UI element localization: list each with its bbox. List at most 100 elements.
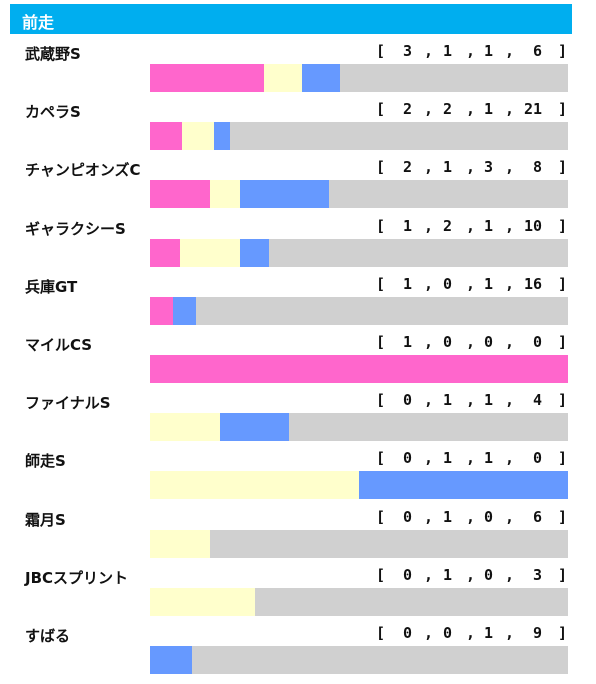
race-row: ギャラクシーS [,,,] 1 2 1 10	[0, 213, 596, 271]
race-name: すばる	[25, 627, 71, 645]
record-value: 1	[483, 100, 493, 119]
record-value: 8	[532, 158, 542, 177]
third-place-segment	[214, 122, 231, 151]
race-name: ギャラクシーS	[25, 219, 126, 238]
record-value: 0	[483, 565, 493, 584]
record-value: 10	[523, 216, 542, 235]
record-punct: ,	[505, 391, 515, 410]
record-punct: [	[376, 274, 386, 293]
record-bar	[150, 413, 568, 442]
record-bar	[150, 646, 568, 674]
record-punct: ,	[424, 624, 434, 642]
record-punct: ,	[466, 391, 476, 410]
record-value: 0	[442, 333, 452, 351]
race-name: 兵庫GT	[25, 277, 78, 296]
race-row: チャンピオンズC [,,,] 2 1 3 8	[0, 154, 596, 212]
record-value: 1	[442, 158, 452, 177]
record-punct: ,	[505, 216, 515, 235]
record-value: 1	[402, 216, 412, 235]
record-punct: [	[376, 565, 386, 584]
record-punct: ,	[424, 391, 434, 410]
record-text: [,,,] 0 1 1 0	[376, 449, 568, 469]
race-name: 師走S	[25, 452, 66, 471]
record-value: 0	[483, 333, 493, 351]
record-punct: ,	[466, 100, 476, 119]
race-row: 師走S [,,,] 0 1 1 0	[0, 445, 596, 503]
first-place-segment	[150, 180, 210, 209]
record-bar	[150, 296, 568, 325]
record-punct: ,	[466, 158, 476, 177]
race-name: JBCスプリント	[25, 568, 129, 587]
first-place-segment	[150, 122, 183, 151]
first-place-segment	[150, 296, 174, 325]
second-place-segment	[150, 529, 210, 558]
second-place-segment	[209, 180, 240, 209]
race-row: 兵庫GT [,,,] 1 0 1 16	[0, 271, 596, 329]
record-value: 0	[532, 449, 542, 468]
record-value: 0	[442, 624, 452, 642]
race-name: チャンピオンズC	[25, 161, 141, 180]
record-value: 1	[483, 42, 493, 60]
record-value: 1	[442, 449, 452, 468]
record-value: 1	[483, 391, 493, 410]
record-value: 0	[442, 274, 452, 293]
record-text: [,,,] 0 1 1 4	[376, 391, 568, 411]
record-punct: ,	[424, 42, 434, 60]
record-bar	[150, 355, 568, 383]
section-title: 前走	[22, 13, 55, 32]
record-punct: ]	[558, 216, 568, 235]
record-bar	[150, 180, 568, 209]
race-name: 霜月S	[25, 510, 66, 529]
record-value: 0	[402, 624, 412, 642]
record-bar	[150, 529, 568, 558]
third-place-segment	[150, 646, 192, 674]
record-value: 2	[442, 216, 452, 235]
first-place-segment	[150, 64, 264, 92]
record-value: 2	[402, 100, 412, 119]
record-value: 3	[483, 158, 493, 177]
record-text: [,,,] 0 1 0 3	[376, 566, 568, 586]
record-punct: ,	[424, 565, 434, 584]
record-value: 2	[442, 100, 452, 119]
record-punct: ,	[466, 449, 476, 468]
record-punct: ,	[424, 274, 434, 293]
record-value: 3	[532, 565, 542, 584]
record-value: 1	[442, 507, 452, 526]
third-place-segment	[239, 180, 330, 209]
race-row: カペラS[,,,] 2 2 1 21	[0, 96, 596, 154]
record-punct: ,	[505, 565, 515, 584]
record-value: 1	[483, 624, 493, 642]
record-value: 1	[442, 565, 452, 584]
record-value: 1	[402, 333, 412, 351]
record-punct: [	[376, 42, 386, 60]
record-punct: [	[376, 507, 386, 526]
record-punct: ]	[558, 391, 568, 410]
race-name: マイルCS	[25, 336, 93, 354]
record-punct: ,	[424, 507, 434, 526]
record-punct: ,	[466, 42, 476, 60]
record-text: [,,,] 0 0 1 9	[376, 624, 568, 644]
second-place-segment	[264, 64, 302, 92]
record-punct: ]	[558, 158, 568, 177]
third-place-segment	[173, 296, 197, 325]
record-value: 6	[532, 42, 542, 60]
record-value: 1	[483, 449, 493, 468]
second-place-segment	[150, 413, 220, 442]
record-value: 0	[483, 507, 493, 526]
record-punct: ]	[558, 274, 568, 293]
race-row: 武蔵野S [,,,] 3 1 1 6	[0, 38, 596, 96]
record-punct: ,	[505, 42, 515, 60]
record-punct: [	[376, 333, 386, 351]
record-value: 1	[442, 391, 452, 410]
record-punct: ,	[505, 624, 515, 642]
record-punct: ,	[424, 158, 434, 177]
record-value: 0	[402, 449, 412, 468]
record-punct: ,	[424, 216, 434, 235]
record-value: 1	[483, 274, 493, 293]
record-punct: ]	[558, 507, 568, 526]
record-punct: ]	[558, 449, 568, 468]
record-text: [,,,] 3 1 1 6	[376, 42, 568, 62]
record-text: [,,,] 2 1 3 8	[376, 158, 568, 178]
third-place-segment	[239, 238, 270, 267]
race-name: カペラS	[25, 103, 81, 122]
